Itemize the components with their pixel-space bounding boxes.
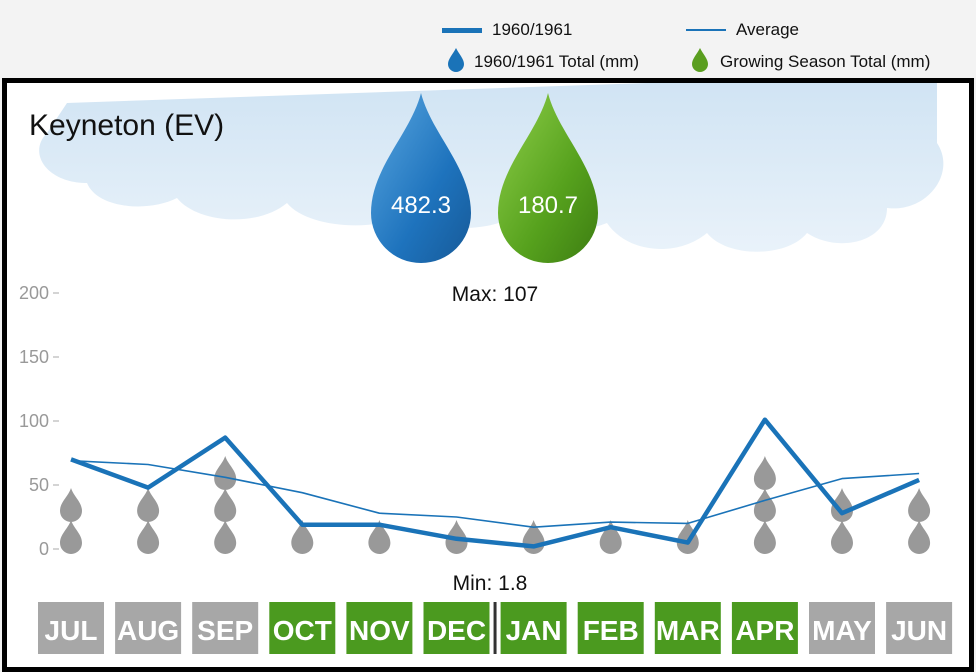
month-label: NOV	[349, 615, 410, 646]
y-tick-label: 200	[19, 283, 49, 303]
month-box	[886, 602, 953, 654]
rain-drop-marker	[753, 456, 776, 490]
month-box	[192, 602, 259, 654]
season-total-value: 482.3	[391, 192, 451, 219]
month-box	[38, 602, 104, 654]
rain-drop-marker	[214, 456, 237, 490]
rain-drop-marker	[60, 488, 82, 522]
growing-total-value: 180.7	[518, 192, 578, 219]
legend-growing-drop-icon	[692, 48, 708, 72]
legend-series-swatch	[442, 28, 482, 33]
legend-series-label: 1960/1961	[492, 20, 573, 39]
rain-drop-marker	[214, 520, 237, 554]
month-box	[731, 602, 798, 654]
rain-drop-marker	[908, 488, 931, 522]
rain-cloud	[39, 83, 944, 252]
y-tick-label: 100	[19, 411, 49, 431]
rain-drop-marker	[137, 488, 160, 522]
legend-growing-label: Growing Season Total (mm)	[720, 52, 931, 71]
legend-average-label: Average	[736, 20, 800, 39]
drop-markers	[60, 456, 931, 554]
series-lines	[70, 417, 920, 549]
series-line-1960-1961	[70, 417, 920, 549]
month-label: DEC	[427, 615, 486, 646]
legend-total-drop-icon	[448, 48, 464, 72]
y-tick-label: 150	[19, 347, 49, 367]
station-name: Keyneton (EV)	[29, 109, 225, 142]
rain-drop-marker	[753, 520, 776, 554]
rainfall-chart: 0 50 100 150 200 Max: 107 Min: 1.8 JUL AUG SEP…	[19, 283, 953, 654]
month-label: AUG	[117, 615, 179, 646]
month-box	[809, 602, 875, 654]
month-label: JAN	[506, 615, 562, 646]
month-box	[423, 602, 490, 654]
month-label: FEB	[583, 615, 639, 646]
rain-drop-marker	[368, 520, 391, 554]
legend: 1960/1961 Average 1960/1961 Total (mm) G…	[0, 0, 976, 78]
growing-total-drop: 180.7	[498, 93, 598, 263]
rain-drop-marker	[137, 520, 160, 554]
rain-drop-marker	[60, 520, 82, 554]
month-label: JUL	[45, 615, 98, 646]
legend-total-label: 1960/1961 Total (mm)	[474, 52, 640, 71]
month-box	[654, 602, 721, 654]
month-box	[115, 602, 182, 654]
month-label: OCT	[273, 615, 332, 646]
max-label: Max: 107	[452, 283, 538, 306]
month-label: MAY	[812, 615, 872, 646]
y-tick-label: 0	[39, 539, 49, 559]
rain-drop-marker	[831, 520, 853, 554]
rain-drop-marker	[831, 488, 853, 522]
legend-average-swatch	[686, 29, 726, 31]
month-labels: JUL AUG SEP OCT NOV DEC JAN FEB MAR APR MAY JUN	[38, 602, 953, 654]
rain-drop-marker	[214, 488, 237, 522]
rain-drop-marker	[291, 520, 314, 554]
month-box	[500, 602, 567, 654]
chart-panel: Keyneton (EV) 482.3 180.7 0 50 100 150 200 M…	[2, 78, 974, 672]
season-total-drop: 482.3	[371, 93, 471, 263]
rain-drop-marker	[599, 520, 622, 554]
series-line-average	[70, 459, 920, 529]
y-tick-label: 50	[29, 475, 49, 495]
rain-drop-marker	[753, 488, 776, 522]
y-axis: 0 50 100 150 200	[19, 283, 59, 559]
month-box	[269, 602, 336, 654]
month-label: APR	[735, 615, 794, 646]
min-label: Min: 1.8	[453, 572, 528, 595]
month-label: SEP	[197, 615, 253, 646]
month-label: MAR	[656, 615, 720, 646]
rain-drop-marker	[522, 520, 545, 554]
month-box	[346, 602, 413, 654]
rain-drop-marker	[908, 520, 931, 554]
month-label: JUN	[891, 615, 947, 646]
rain-drop-marker	[676, 520, 699, 554]
month-box	[577, 602, 644, 654]
